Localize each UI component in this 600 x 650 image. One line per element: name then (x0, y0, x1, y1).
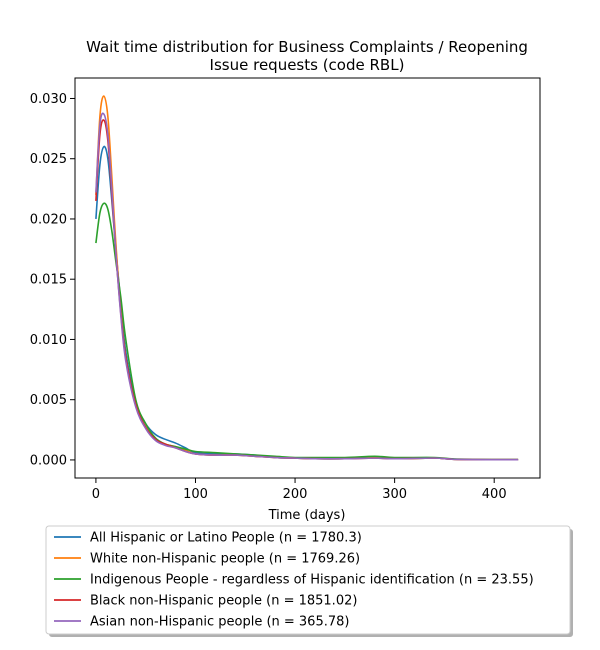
chart-title-line-1: Wait time distribution for Business Comp… (86, 38, 528, 56)
plot-area-frame (74, 77, 541, 479)
y-tick-label: 0.025 (30, 152, 67, 167)
y-tick-label: 0.020 (30, 212, 67, 227)
legend-entries: All Hispanic or Latino People (n = 1780.… (54, 531, 534, 630)
chart-title: Wait time distribution for Business Comp… (86, 38, 528, 74)
x-axis: 0 100 200 300 400 (92, 478, 507, 502)
x-tick-label: 300 (382, 487, 407, 502)
series-line-1 (95, 145, 519, 461)
legend-label: Asian non-Hispanic people (n = 365.78) (90, 615, 349, 630)
series-line-2 (95, 95, 519, 461)
x-tick-label: 200 (283, 487, 308, 502)
y-tick-label: 0.015 (30, 273, 67, 288)
series-lines (95, 95, 519, 461)
legend-label: Black non-Hispanic people (n = 1851.02) (90, 594, 357, 609)
y-tick-label: 0.030 (30, 92, 67, 107)
y-axis: 0.000 0.005 0.010 0.015 0.020 0.025 0.030 (30, 92, 75, 468)
y-tick-label: 0.005 (30, 393, 67, 408)
legend: All Hispanic or Latino People (n = 1780.… (45, 525, 573, 637)
x-axis-label: Time (days) (268, 508, 346, 523)
x-tick-label: 400 (482, 487, 507, 502)
legend-label: All Hispanic or Latino People (n = 1780.… (90, 531, 362, 546)
x-tick-label: 100 (183, 487, 208, 502)
legend-label: Indigenous People - regardless of Hispan… (90, 573, 534, 588)
y-tick-label: 0.010 (30, 333, 67, 348)
chart-title-line-2: Issue requests (code RBL) (210, 56, 405, 74)
series-line-3 (95, 202, 519, 461)
y-tick-label: 0.000 (30, 453, 67, 468)
series-line-5 (95, 112, 519, 461)
legend-box (45, 525, 571, 635)
legend-label: White non-Hispanic people (n = 1769.26) (90, 552, 360, 567)
series-line-4 (95, 119, 519, 461)
x-tick-label: 0 (92, 487, 100, 502)
